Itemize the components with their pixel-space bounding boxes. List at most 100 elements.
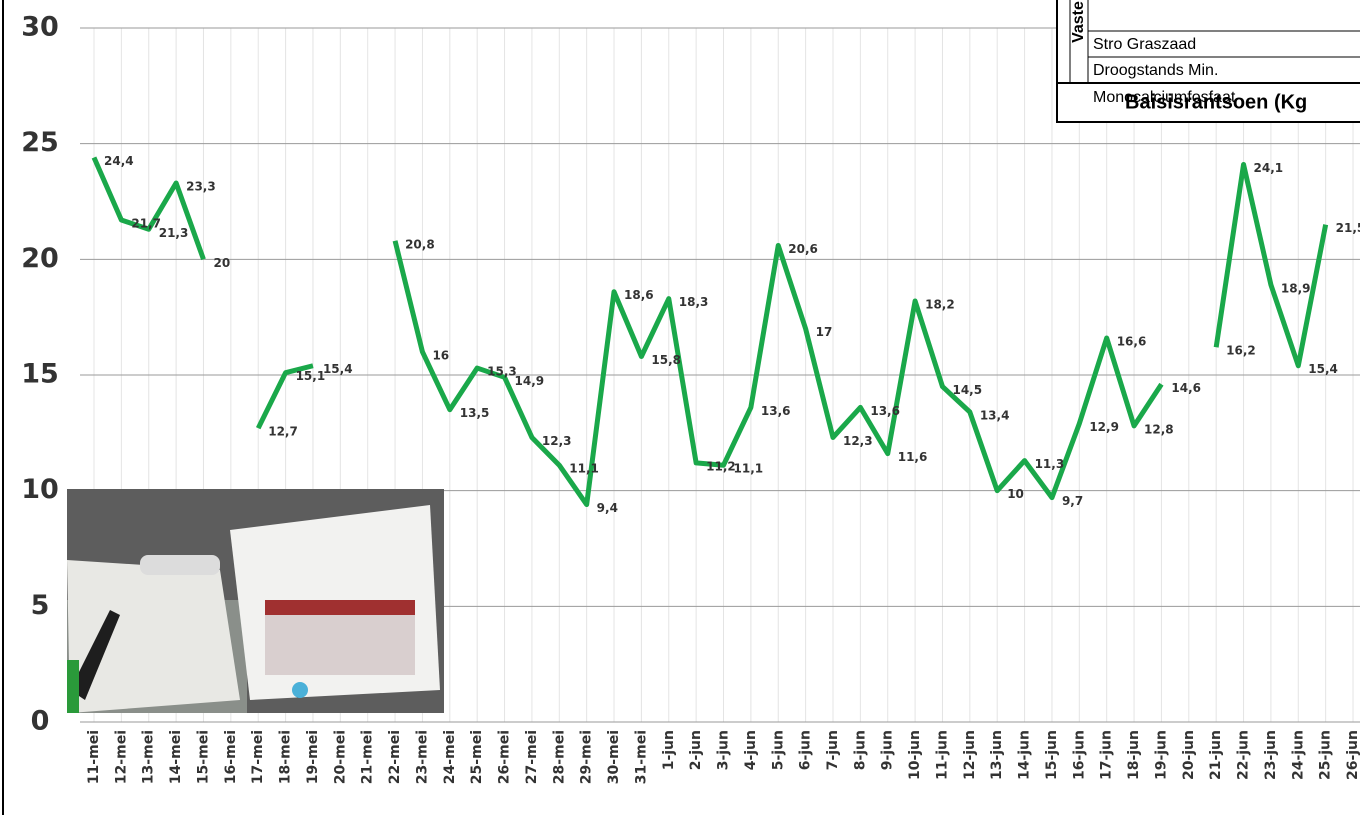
x-tick-label: 22-mei	[387, 730, 403, 784]
data-label: 23,3	[186, 179, 216, 193]
x-tick-label: 23-mei	[414, 730, 430, 784]
data-label: 12,7	[268, 425, 298, 439]
x-tick-label: 4-jun	[743, 730, 759, 770]
x-tick-label: 25-jun	[1318, 730, 1334, 780]
y-tick-label: 20	[21, 243, 59, 274]
x-tick-label: 16-mei	[223, 730, 239, 784]
table-row: Droogstands Min.	[1093, 62, 1218, 79]
x-tick-label: 5-jun	[770, 730, 786, 770]
x-tick-label: 23-jun	[1263, 730, 1279, 780]
x-tick-label: 9-jun	[880, 730, 896, 770]
x-tick-label: 30-mei	[606, 730, 622, 784]
x-tick-label: 18-jun	[1126, 730, 1142, 780]
table-row: Monocalciumfosfaat	[1093, 89, 1236, 106]
data-label: 24,1	[1254, 161, 1284, 175]
data-label: 12,3	[843, 434, 873, 448]
x-tick-label: 2-jun	[688, 730, 704, 770]
data-label: 18,2	[925, 297, 955, 311]
plot: 24,421,721,323,32012,715,115,420,81613,5…	[91, 154, 1360, 515]
x-tick-label: 26-jun	[1345, 730, 1360, 780]
table-footer: Baisisrantsoen (Kg	[1125, 91, 1307, 113]
x-tick-label: 12-mei	[113, 730, 129, 784]
y-tick-label: 15	[21, 359, 59, 390]
x-tick-label: 6-jun	[798, 730, 814, 770]
data-label: 14,9	[515, 374, 545, 388]
y-tick-label: 0	[31, 706, 50, 737]
x-tick-label: 17-jun	[1099, 730, 1115, 780]
x-tick-label: 14-jun	[1017, 730, 1033, 780]
data-label: 21,3	[159, 226, 189, 240]
x-tick-label: 27-mei	[524, 730, 540, 784]
x-tick-label: 14-mei	[168, 730, 184, 784]
x-tick-label: 20-jun	[1181, 730, 1197, 780]
x-tick-label: 18-mei	[278, 730, 294, 784]
data-label: 16,6	[1117, 334, 1147, 348]
x-tick-label: 3-jun	[716, 730, 732, 770]
data-label: 15,1	[296, 369, 326, 383]
data-label: 13,5	[460, 406, 490, 420]
data-label: 17	[816, 325, 833, 339]
data-label: 11,1	[569, 462, 599, 476]
data-label: 16,2	[1226, 344, 1256, 358]
data-label: 10	[1007, 487, 1024, 501]
y-tick-label: 25	[21, 127, 59, 158]
data-label: 11,6	[898, 450, 928, 464]
data-label: 18,3	[679, 295, 709, 309]
x-tick-label: 22-jun	[1236, 730, 1252, 780]
x-tick-label: 15-mei	[195, 730, 211, 784]
data-label: 13,6	[870, 404, 900, 418]
x-tick-label: 1-jun	[661, 730, 677, 770]
x-tick-label: 15-jun	[1044, 730, 1060, 780]
x-tick-label: 19-jun	[1153, 730, 1169, 780]
data-label: 11,1	[734, 462, 764, 476]
table-row: Stro Graszaad	[1093, 36, 1196, 53]
data-label: 13,6	[761, 404, 791, 418]
x-tick-label: 19-mei	[305, 730, 321, 784]
x-tick-label: 8-jun	[852, 730, 868, 770]
data-label: 15,4	[323, 362, 353, 376]
data-label: 16	[432, 348, 449, 362]
data-label: 20	[213, 256, 230, 270]
data-label: 9,4	[597, 501, 618, 515]
photo	[67, 489, 444, 713]
data-label: 20,6	[788, 242, 818, 256]
data-label: 12,3	[542, 434, 572, 448]
data-label: 21,7	[131, 217, 161, 231]
x-tick-label: 13-mei	[141, 730, 157, 784]
data-label: 15,8	[651, 353, 681, 367]
x-tick-label: 11-jun	[934, 730, 950, 780]
x-tick-label: 10-jun	[907, 730, 923, 780]
y-tick-label: 30	[21, 12, 59, 43]
x-tick-label: 24-mei	[442, 730, 458, 784]
x-tick-label: 7-jun	[825, 730, 841, 770]
data-label: 9,7	[1062, 494, 1083, 508]
x-tick-label: 21-jun	[1208, 730, 1224, 780]
x-tick-label: 12-jun	[962, 730, 978, 780]
x-tick-label: 20-mei	[332, 730, 348, 784]
y-tick-label: 5	[31, 590, 50, 621]
x-tick-label: 26-mei	[497, 730, 513, 784]
data-label: 20,8	[405, 237, 435, 251]
data-label: 12,8	[1144, 422, 1174, 436]
overlay-table: Vaste Stro Graszaad Droogstands Min. Mon…	[1056, 0, 1360, 123]
table-side-label: Vaste	[1070, 1, 1087, 43]
data-label: 24,4	[104, 154, 134, 168]
data-label: 13,4	[980, 409, 1010, 423]
data-label: 15,4	[1308, 362, 1338, 376]
x-tick-label: 13-jun	[989, 730, 1005, 780]
x-tick-label: 24-jun	[1290, 730, 1306, 780]
x-tick-label: 16-jun	[1071, 730, 1087, 780]
data-label: 12,9	[1089, 420, 1119, 434]
data-label: 15,3	[487, 365, 517, 379]
x-tick-label: 21-mei	[360, 730, 376, 784]
data-label: 11,3	[1035, 457, 1065, 471]
data-label: 14,5	[952, 383, 982, 397]
x-tick-label: 25-mei	[469, 730, 485, 784]
data-label: 18,9	[1281, 281, 1311, 295]
x-tick-label: 31-mei	[633, 730, 649, 784]
line	[91, 156, 1329, 508]
data-label: 18,6	[624, 288, 654, 302]
data-label: 21,5	[1336, 221, 1360, 235]
data-label: 14,6	[1171, 381, 1201, 395]
